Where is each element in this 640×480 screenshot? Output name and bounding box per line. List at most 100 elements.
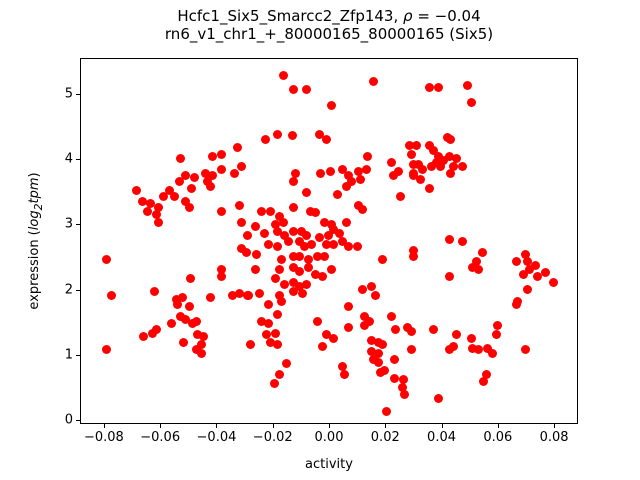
data-point	[169, 191, 179, 201]
data-point	[287, 131, 297, 141]
data-point	[284, 237, 294, 247]
y-axis-label-text: expression (	[27, 230, 43, 310]
data-point	[234, 289, 244, 299]
data-point	[424, 140, 434, 150]
data-point	[290, 169, 300, 179]
y-tick-mark	[76, 93, 80, 95]
data-point	[254, 289, 264, 299]
data-point	[409, 245, 419, 255]
data-point	[479, 377, 489, 387]
data-point	[313, 252, 323, 262]
data-point	[418, 165, 428, 175]
data-point	[400, 389, 410, 399]
data-point	[137, 197, 147, 207]
data-point	[451, 154, 461, 164]
data-point	[341, 181, 351, 191]
data-point	[449, 341, 459, 351]
data-point	[367, 282, 377, 292]
data-point	[153, 217, 163, 227]
data-point	[288, 203, 298, 213]
data-point	[186, 184, 196, 194]
data-point	[206, 181, 216, 191]
data-point	[322, 135, 332, 145]
data-point	[266, 338, 276, 348]
data-point	[289, 84, 299, 94]
data-point	[316, 169, 326, 179]
data-point	[185, 274, 195, 284]
data-point	[313, 316, 323, 326]
data-point	[229, 169, 239, 179]
data-point	[328, 333, 338, 343]
data-point	[106, 291, 116, 301]
x-tick-mark	[385, 424, 387, 428]
y-tick-mark	[76, 224, 80, 226]
data-point	[274, 369, 284, 379]
data-point	[288, 177, 298, 187]
data-point	[458, 162, 468, 172]
data-point	[409, 251, 419, 261]
data-point	[541, 268, 551, 278]
data-point	[269, 378, 279, 388]
data-point	[256, 207, 266, 217]
data-point	[274, 291, 284, 301]
data-point	[338, 165, 348, 175]
data-point	[288, 287, 298, 297]
data-point	[519, 270, 529, 280]
data-point	[289, 227, 299, 237]
data-point	[181, 314, 191, 324]
data-point	[357, 284, 367, 294]
data-point	[171, 294, 181, 304]
data-point	[378, 339, 388, 349]
x-tick-mark	[160, 424, 162, 428]
data-point	[521, 344, 531, 354]
data-point	[387, 312, 397, 322]
data-point	[278, 217, 288, 227]
data-point	[295, 251, 305, 261]
data-point	[523, 257, 533, 267]
data-point	[398, 383, 408, 393]
data-point	[184, 202, 194, 212]
x-tick-mark	[497, 424, 499, 428]
data-point	[244, 291, 254, 301]
x-tick-label: −0.04	[196, 430, 237, 445]
data-point	[265, 206, 275, 216]
data-point	[288, 263, 298, 273]
data-point	[262, 329, 272, 339]
data-point	[533, 271, 543, 281]
data-point	[278, 71, 288, 81]
data-point	[101, 255, 111, 265]
data-point	[304, 254, 314, 264]
data-point	[444, 345, 454, 355]
chart-title-line1: Hcfc1_Six5_Smarcc2_Zfp143, ρ = −0.04	[80, 7, 578, 25]
data-point	[344, 301, 354, 311]
data-point	[416, 174, 426, 184]
data-point	[467, 334, 477, 344]
data-point	[409, 170, 419, 180]
data-point	[152, 324, 162, 334]
data-point	[274, 265, 284, 275]
data-point	[294, 281, 304, 291]
data-point	[347, 177, 357, 187]
x-tick-mark	[554, 424, 556, 428]
data-point	[227, 291, 237, 301]
data-point	[402, 322, 412, 332]
data-point	[357, 205, 367, 215]
data-point	[325, 167, 335, 177]
data-point	[180, 170, 190, 180]
x-tick-label: 0.02	[370, 430, 400, 445]
data-point	[468, 263, 478, 273]
data-point	[386, 158, 396, 168]
data-point	[202, 177, 212, 187]
data-point	[449, 162, 459, 172]
x-tick-label: 0.06	[483, 430, 513, 445]
data-point	[512, 299, 522, 309]
y-tick-mark	[76, 354, 80, 356]
data-point	[344, 323, 354, 333]
y-axis-label-math-tpm: tpm	[27, 177, 43, 204]
data-point	[404, 140, 414, 150]
data-point	[184, 301, 194, 311]
data-point	[375, 368, 385, 378]
data-point	[360, 311, 370, 321]
x-tick-label: −0.06	[140, 430, 181, 445]
data-point	[280, 230, 290, 240]
